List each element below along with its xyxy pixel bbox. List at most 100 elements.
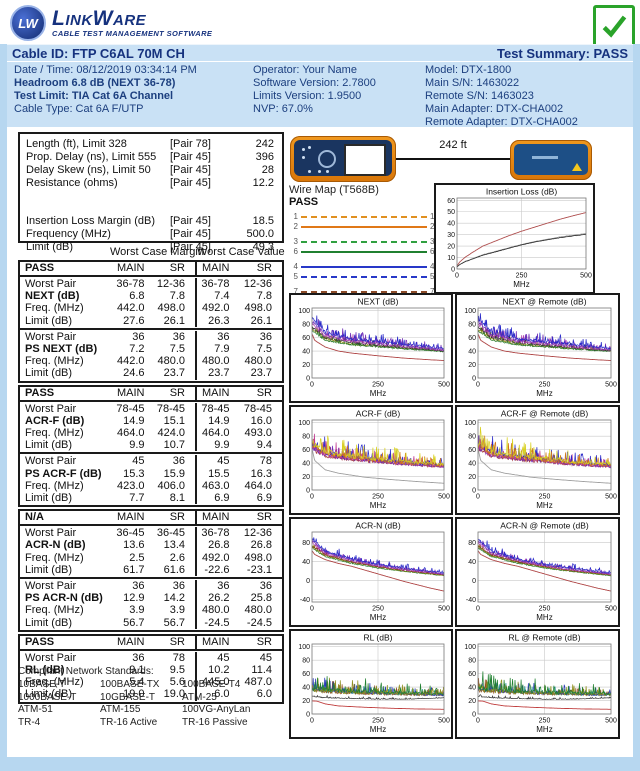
- svg-text:40: 40: [302, 461, 310, 468]
- results-row-value: 7.8: [155, 290, 197, 303]
- svg-text:500: 500: [438, 718, 450, 725]
- svg-text:-40: -40: [300, 597, 310, 604]
- svg-text:250: 250: [539, 718, 551, 725]
- chart-next-main: NEXT (dB) 0 20 40 60 80 100 0 250 500 MHz: [289, 293, 453, 403]
- svg-text:80: 80: [468, 322, 476, 329]
- results-row-value: 45: [217, 455, 230, 468]
- wire-line: [301, 275, 427, 279]
- results-section-header: PASS MAIN SR MAIN SR: [20, 262, 282, 277]
- standards-grid: 10BASE-T 100BASE-TX 100BASE-T4 1000BASE-T 10…: [18, 679, 298, 728]
- results-row-value: 6.0: [214, 688, 230, 701]
- wire-line: [301, 290, 427, 294]
- summary-row-value: 28: [261, 164, 274, 176]
- svg-text:0: 0: [472, 376, 476, 383]
- svg-text:60: 60: [468, 671, 476, 678]
- info-line: Main Adapter: DTX-CHA002: [425, 103, 564, 115]
- svg-text:500: 500: [438, 382, 450, 389]
- svg-text:40: 40: [302, 349, 310, 356]
- results-section-header: N/A MAIN SR MAIN SR: [20, 511, 282, 527]
- wire-pin-left: 7: [293, 287, 298, 296]
- standard-item: ATM-155: [100, 704, 141, 715]
- results-row-value: 36-78: [201, 278, 230, 290]
- column-header: SR: [155, 386, 197, 400]
- results-row-label: Worst Pair: [25, 278, 77, 290]
- svg-text:Insertion Loss (dB): Insertion Loss (dB): [486, 187, 558, 197]
- wire-pin-right: 4: [430, 262, 435, 271]
- results-row-value: 6.9: [214, 492, 230, 505]
- cable-length-label: 242 ft: [439, 139, 467, 151]
- results-row-label: Freq. (MHz): [25, 427, 84, 440]
- column-header: MAIN: [202, 635, 230, 648]
- summary-row-pair: [Pair 78]: [170, 138, 211, 150]
- svg-text:NEXT (dB): NEXT (dB): [358, 297, 399, 307]
- wire-pin-right: 1: [430, 212, 435, 221]
- results-row-value: 498.0: [244, 551, 272, 564]
- summary-row: Delay Skew (ns), Limit 50 [Pair 45] 28: [20, 164, 282, 177]
- svg-text:0: 0: [306, 376, 310, 383]
- summary-row-pair: [Pair 45]: [170, 151, 211, 163]
- results-row-value: 25.8: [250, 592, 272, 605]
- warning-triangle-icon: [572, 163, 582, 171]
- summary-row-label: Prop. Delay (ns), Limit 555: [26, 151, 157, 163]
- results-row: Freq. (MHz) 442.0 480.0 480.0 480.0: [20, 355, 282, 368]
- svg-text:40: 40: [468, 685, 476, 692]
- results-row-label: Limit (dB): [25, 563, 73, 576]
- results-row-value: 78-45: [243, 402, 272, 415]
- results-row-value: -23.1: [246, 563, 272, 576]
- results-section: PASS MAIN SR MAIN SR Worst Pair 36 78 45 45 RL (dB…: [18, 633, 284, 704]
- summary-row-label: Frequency (MHz): [26, 228, 111, 240]
- results-row: ACR-F (dB) 14.9 15.1 14.9 16.0: [20, 414, 282, 428]
- summary-row-pair: [Pair 45]: [170, 228, 211, 240]
- results-row: Limit (dB) 19.0 19.0 6.0 6.0: [20, 688, 282, 701]
- summary-row: Limit (dB) [Pair 45] 49.3: [20, 241, 282, 254]
- results-row-label: Freq. (MHz): [25, 676, 84, 689]
- svg-text:40: 40: [447, 221, 455, 228]
- svg-text:ACR-F @ Remote (dB): ACR-F @ Remote (dB): [501, 409, 589, 419]
- svg-text:0: 0: [472, 712, 476, 719]
- summary-row-value: 500.0: [246, 228, 274, 240]
- svg-text:20: 20: [468, 698, 476, 705]
- svg-text:ACR-N @ Remote (dB): ACR-N @ Remote (dB): [500, 521, 589, 531]
- results-row-value: 36: [259, 330, 272, 343]
- svg-text:250: 250: [372, 606, 384, 613]
- svg-text:0: 0: [306, 488, 310, 495]
- info-line: Headroom 6.8 dB (NEXT 36-78): [14, 77, 176, 89]
- svg-text:80: 80: [468, 434, 476, 441]
- column-header: MAIN: [202, 262, 230, 274]
- standard-item: 100VG-AnyLan: [182, 704, 251, 715]
- column-header: MAIN: [202, 386, 230, 399]
- compliant-standards: Compliant Network Standards: 10BASE-T 100…: [18, 666, 298, 728]
- svg-text:MHz: MHz: [370, 613, 386, 622]
- section-status: N/A: [25, 511, 44, 524]
- results-row: Freq. (MHz) 464.0 424.0 464.0 493.0: [20, 427, 282, 440]
- results-row-value: 6.0: [256, 688, 272, 701]
- svg-text:100: 100: [298, 644, 310, 651]
- svg-text:250: 250: [539, 606, 551, 613]
- column-header: SR: [155, 262, 197, 275]
- svg-text:500: 500: [605, 606, 617, 613]
- pass-checkmark-icon: [593, 5, 635, 47]
- results-row: Freq. (MHz) 442.0 498.0 492.0 498.0: [20, 302, 282, 315]
- svg-text:100: 100: [464, 308, 476, 315]
- standard-item: 1000BASE-T: [18, 691, 77, 703]
- results-row-label: Limit (dB): [25, 314, 73, 327]
- wire-map-title: Wire Map (T568B): [289, 184, 379, 196]
- column-header: SR: [256, 635, 272, 648]
- chart-insertion-loss: Insertion Loss (dB) 0 10 20 30 40 50 60 0 250 500 M…: [434, 183, 595, 294]
- results-row-value: 19.0: [123, 688, 145, 701]
- results-row: Worst Pair 78-45 78-45 78-45 78-45: [20, 402, 282, 415]
- column-header: MAIN: [117, 262, 145, 274]
- wire-pin-left: 5: [293, 272, 298, 281]
- page-border-bottom: [0, 757, 640, 771]
- results-row: Worst Pair 45 36 45 78: [20, 455, 282, 468]
- standards-title: Compliant Network Standards:: [18, 666, 154, 677]
- results-row-label: Limit (dB): [25, 616, 73, 629]
- results-row-value: 12-36: [155, 278, 197, 291]
- results-row-value: 36: [217, 580, 230, 593]
- summary-row-value: 396: [255, 151, 274, 163]
- results-row-value: 6.8: [129, 290, 145, 303]
- svg-text:0: 0: [476, 494, 480, 501]
- results-row-value: 11.4: [251, 664, 272, 677]
